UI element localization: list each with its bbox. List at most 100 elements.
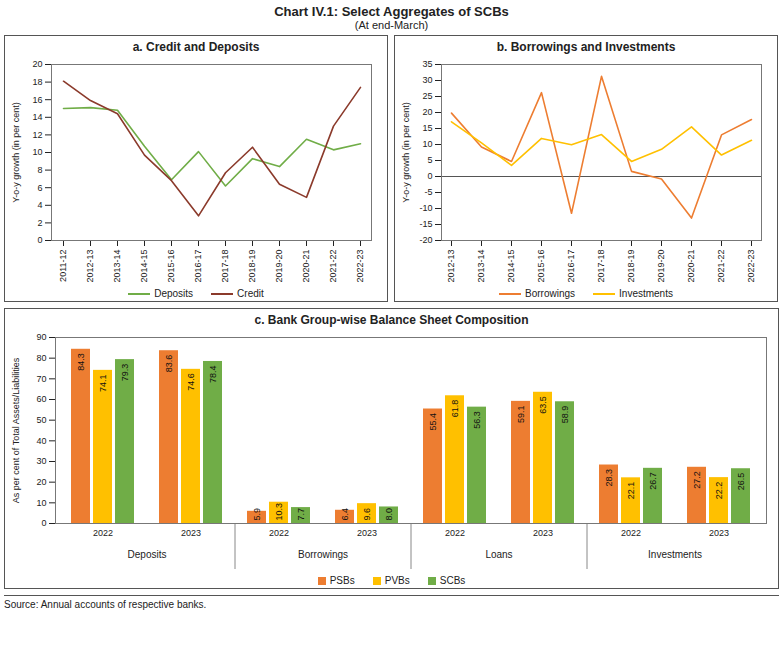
svg-text:5.9: 5.9 <box>252 508 262 521</box>
svg-text:20: 20 <box>32 59 42 69</box>
svg-text:22.1: 22.1 <box>626 482 636 500</box>
svg-text:40: 40 <box>36 436 46 446</box>
svg-text:2014-15: 2014-15 <box>139 250 149 283</box>
svg-text:14: 14 <box>32 112 42 122</box>
svg-text:6.4: 6.4 <box>340 508 350 521</box>
svg-text:79.3: 79.3 <box>120 364 130 382</box>
svg-text:58.9: 58.9 <box>560 406 570 424</box>
svg-text:7.7: 7.7 <box>296 508 306 521</box>
svg-text:2021-22: 2021-22 <box>716 250 726 283</box>
svg-text:2020-21: 2020-21 <box>301 250 311 283</box>
svg-text:2017-18: 2017-18 <box>596 250 606 283</box>
svg-text:Y-o-y growth (in per cent): Y-o-y growth (in per cent) <box>11 102 21 203</box>
svg-text:2022-23: 2022-23 <box>355 250 365 283</box>
svg-text:60: 60 <box>36 394 46 404</box>
svg-text:2018-19: 2018-19 <box>247 250 257 283</box>
svg-text:50: 50 <box>36 415 46 425</box>
svg-text:4: 4 <box>37 200 42 210</box>
svg-text:2021-22: 2021-22 <box>328 250 338 283</box>
svg-text:74.1: 74.1 <box>98 374 108 392</box>
svg-text:2017-18: 2017-18 <box>220 250 230 283</box>
svg-text:2019-20: 2019-20 <box>656 250 666 283</box>
html-text:a. Credit and Deposits: a. Credit and Deposits <box>132 40 260 54</box>
svg-text:2022-23: 2022-23 <box>746 250 756 283</box>
svg-text:2022: 2022 <box>269 528 289 538</box>
svg-text:2023: 2023 <box>357 528 377 538</box>
svg-text:2012-13: 2012-13 <box>446 250 456 283</box>
svg-text:16: 16 <box>32 95 42 105</box>
svg-text:30: 30 <box>422 75 432 85</box>
svg-text:2012-13: 2012-13 <box>85 250 95 283</box>
svg-text:27.2: 27.2 <box>692 471 702 489</box>
svg-text:2016-17: 2016-17 <box>193 250 203 283</box>
html-text:Chart IV.1: Select Aggregates: Chart IV.1: Select Aggregates of SCBs <box>274 4 509 19</box>
svg-text:80: 80 <box>36 353 46 363</box>
svg-text:6: 6 <box>37 183 42 193</box>
svg-text:-15: -15 <box>419 219 432 229</box>
svg-text:2022: 2022 <box>445 528 465 538</box>
svg-text:Y-o-y growth (in per cent): Y-o-y growth (in per cent) <box>401 102 411 203</box>
svg-text:8.0: 8.0 <box>384 508 394 521</box>
svg-text:10: 10 <box>32 147 42 157</box>
svg-text:25: 25 <box>422 91 432 101</box>
svg-text:2013-14: 2013-14 <box>112 250 122 283</box>
svg-text:26.7: 26.7 <box>648 472 658 490</box>
svg-text:56.3: 56.3 <box>472 411 482 429</box>
svg-text:9.6: 9.6 <box>362 508 372 521</box>
svg-text:As per cent of Total Assets/Li: As per cent of Total Assets/Liabilities <box>11 357 21 503</box>
svg-text:10: 10 <box>36 498 46 508</box>
svg-text:59.1: 59.1 <box>516 405 526 423</box>
svg-text:10: 10 <box>422 139 432 149</box>
svg-text:2011-12: 2011-12 <box>58 250 68 282</box>
svg-text:Investments: Investments <box>648 549 702 560</box>
svg-text:15: 15 <box>422 123 432 133</box>
svg-text:55.4: 55.4 <box>428 413 438 431</box>
svg-text:30: 30 <box>36 456 46 466</box>
svg-text:2014-15: 2014-15 <box>506 250 516 283</box>
svg-text:26.5: 26.5 <box>736 473 746 491</box>
svg-text:12: 12 <box>32 130 42 140</box>
svg-text:18: 18 <box>32 77 42 87</box>
svg-text:83.6: 83.6 <box>164 355 174 373</box>
svg-text:22.2: 22.2 <box>714 482 724 500</box>
svg-text:10.3: 10.3 <box>274 503 284 521</box>
svg-text:2019-20: 2019-20 <box>274 250 284 283</box>
svg-text:2015-16: 2015-16 <box>536 250 546 283</box>
html-text:c. Bank Group-wise Balance She: c. Bank Group-wise Balance Sheet Composi… <box>254 313 529 327</box>
html-text:b. Borrowings and Investments: b. Borrowings and Investments <box>496 40 676 54</box>
svg-text:2016-17: 2016-17 <box>566 250 576 283</box>
svg-text:35: 35 <box>422 59 432 69</box>
svg-text:2020-21: 2020-21 <box>686 250 696 283</box>
svg-text:2018-19: 2018-19 <box>626 250 636 283</box>
svg-text:0: 0 <box>427 171 432 181</box>
svg-text:Deposits: Deposits <box>128 549 167 560</box>
svg-text:2015-16: 2015-16 <box>166 250 176 283</box>
svg-text:-10: -10 <box>419 203 432 213</box>
svg-text:2023: 2023 <box>709 528 729 538</box>
svg-text:Borrowings: Borrowings <box>298 549 348 560</box>
html-text:(At end-March): (At end-March) <box>354 19 429 31</box>
svg-text:2023: 2023 <box>533 528 553 538</box>
svg-text:-20: -20 <box>419 235 432 245</box>
svg-text:28.3: 28.3 <box>604 469 614 487</box>
svg-text:5: 5 <box>427 155 432 165</box>
svg-text:90: 90 <box>36 332 46 342</box>
svg-text:2: 2 <box>37 218 42 228</box>
svg-text:74.6: 74.6 <box>186 373 196 391</box>
svg-text:78.4: 78.4 <box>208 365 218 383</box>
svg-text:0: 0 <box>37 235 42 245</box>
svg-text:2022: 2022 <box>93 528 113 538</box>
svg-text:2022: 2022 <box>621 528 641 538</box>
svg-text:61.8: 61.8 <box>450 400 460 418</box>
svg-text:2023: 2023 <box>181 528 201 538</box>
svg-text:8: 8 <box>37 165 42 175</box>
svg-text:-5: -5 <box>424 187 432 197</box>
svg-text:20: 20 <box>36 477 46 487</box>
svg-text:2013-14: 2013-14 <box>476 250 486 283</box>
svg-text:63.5: 63.5 <box>538 396 548 414</box>
svg-text:20: 20 <box>422 107 432 117</box>
svg-text:Loans: Loans <box>485 549 512 560</box>
svg-text:84.3: 84.3 <box>76 353 86 371</box>
svg-text:0: 0 <box>41 518 46 528</box>
svg-text:70: 70 <box>36 374 46 384</box>
